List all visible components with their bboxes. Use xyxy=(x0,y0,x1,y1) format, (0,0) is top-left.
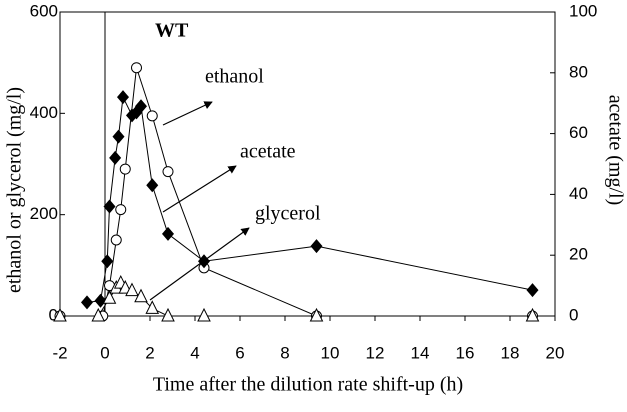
point xyxy=(310,239,323,254)
y-tick-label: 200 xyxy=(30,204,58,223)
point xyxy=(115,204,127,216)
x-tick-label: -2 xyxy=(52,343,67,362)
point xyxy=(101,254,114,269)
plot-frame xyxy=(59,11,556,317)
point xyxy=(145,300,160,314)
y2-tick-label: 40 xyxy=(569,184,588,203)
point xyxy=(162,226,174,241)
annotation: glycerol xyxy=(255,203,321,225)
annotation: WT xyxy=(155,20,189,42)
x-tick-label: 12 xyxy=(366,343,385,362)
y2-tick-label: 20 xyxy=(569,245,588,264)
x-axis-label: Time after the dilution rate shift-up (h… xyxy=(153,374,463,396)
point xyxy=(81,295,93,310)
annotation: ethanol xyxy=(205,66,264,88)
point xyxy=(526,283,539,298)
point xyxy=(197,307,211,322)
point xyxy=(161,307,175,322)
point xyxy=(110,234,122,246)
point xyxy=(135,99,147,114)
y-tick-label: 600 xyxy=(30,1,58,20)
point xyxy=(525,307,540,322)
y2-tick-label: 100 xyxy=(569,1,597,20)
point xyxy=(162,166,174,178)
point xyxy=(94,293,107,308)
point xyxy=(117,90,129,105)
point xyxy=(91,307,106,322)
point xyxy=(119,163,131,175)
x-tick-label: 0 xyxy=(100,343,109,362)
series-line xyxy=(60,67,533,317)
x-tick-label: 8 xyxy=(280,343,289,362)
point xyxy=(102,290,117,304)
x-tick-label: 14 xyxy=(411,343,430,362)
y-axis-label: ethanol or glycerol (mg/l) xyxy=(4,87,26,293)
x-tick-label: 18 xyxy=(501,343,520,362)
x-tick-label: 16 xyxy=(456,343,475,362)
point xyxy=(125,282,139,297)
arrow xyxy=(162,101,213,126)
point xyxy=(309,307,324,322)
point xyxy=(146,110,158,122)
point xyxy=(109,150,122,165)
x-tick-label: 20 xyxy=(546,343,565,362)
arrow xyxy=(149,227,250,301)
point xyxy=(103,199,116,214)
annotation: acetate xyxy=(240,141,296,163)
point xyxy=(53,307,67,322)
x-tick-label: 6 xyxy=(235,343,244,362)
series-line xyxy=(86,95,533,303)
arrow xyxy=(162,165,237,213)
point xyxy=(134,288,148,303)
point xyxy=(112,129,125,144)
y2-tick-label: 0 xyxy=(569,305,578,324)
y2-axis-label: acetate (mg/l) xyxy=(604,95,626,206)
point xyxy=(198,254,210,269)
y-tick-label: 0 xyxy=(49,305,58,324)
y2-tick-label: 60 xyxy=(569,123,588,142)
x-tick-label: 4 xyxy=(190,343,199,362)
point xyxy=(131,62,142,74)
point xyxy=(146,178,159,193)
y2-tick-label: 80 xyxy=(569,62,588,81)
x-tick-label: 10 xyxy=(321,343,340,362)
x-tick-label: 2 xyxy=(145,343,154,362)
y-tick-label: 400 xyxy=(30,103,58,122)
